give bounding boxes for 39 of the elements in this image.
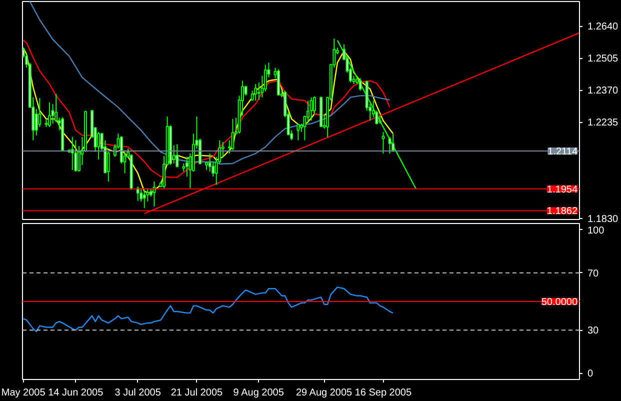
y-tick-label: 0 xyxy=(588,368,594,380)
line-series xyxy=(22,286,394,332)
candlestick xyxy=(97,131,100,160)
candlestick xyxy=(176,144,179,168)
candlestick xyxy=(277,68,280,96)
x-tick-label: 14 Jun 2005 xyxy=(48,388,104,398)
candlestick xyxy=(296,123,300,141)
candlestick xyxy=(142,189,146,209)
y-tick-label: 70 xyxy=(588,268,600,280)
ref-line-label: 1.1862 xyxy=(546,206,578,218)
y-tick-label: 1.2640 xyxy=(588,22,619,33)
candlestick xyxy=(185,156,188,178)
candlestick xyxy=(310,96,313,122)
x-tick-label: 9 Aug 2005 xyxy=(233,388,284,398)
line-series xyxy=(22,47,394,194)
candlestick xyxy=(231,118,234,151)
ref-line-label: 1.2114 xyxy=(548,146,578,158)
candlestick xyxy=(358,78,362,92)
y-tick-label: 1.1830 xyxy=(588,214,619,225)
x-tick-label: 29 Aug 2005 xyxy=(296,388,353,398)
candlestick xyxy=(74,140,78,172)
x-tick-label: May 2005 xyxy=(1,388,46,398)
y-tick-label: 1.2370 xyxy=(588,86,619,97)
y-tick-label: 30 xyxy=(588,326,600,337)
candlestick xyxy=(48,102,51,128)
candlestick xyxy=(382,131,385,154)
y-tick-label: 100 xyxy=(588,225,605,236)
line-series xyxy=(22,40,390,178)
y-tick-label: 1.2505 xyxy=(588,54,619,65)
x-tick-label: 21 Jul 2005 xyxy=(170,388,224,398)
candlestick xyxy=(152,181,156,207)
candlestick xyxy=(254,84,258,102)
x-tick-label: 3 Jul 2005 xyxy=(114,388,162,398)
candlestick xyxy=(388,136,392,154)
candlestick xyxy=(208,153,212,172)
candlestick xyxy=(38,98,42,128)
candlestick xyxy=(392,133,394,152)
y-tick-label: 1.2235 xyxy=(588,118,619,129)
x-tick-label: 16 Sep 2005 xyxy=(354,388,412,398)
